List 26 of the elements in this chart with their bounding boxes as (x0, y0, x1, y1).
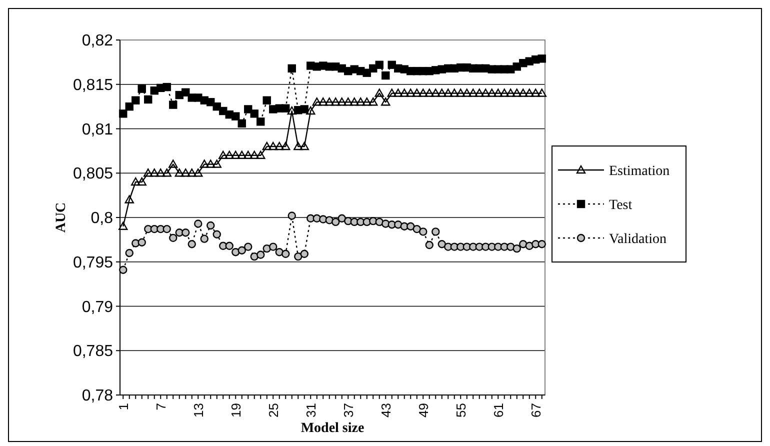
y-tick-label: 0,82 (82, 32, 114, 50)
y-tick-label: 0,785 (72, 343, 114, 360)
legend-label: Estimation (609, 164, 670, 179)
y-tick-label: 0,78 (82, 388, 114, 405)
x-tick-label: 67 (528, 403, 544, 418)
x-tick-label: 49 (416, 403, 432, 418)
legend-label: Validation (609, 232, 667, 247)
x-tick-label: 13 (191, 403, 206, 418)
y-axis-title: AUC (54, 202, 69, 233)
y-tick-label: 0,795 (72, 254, 114, 272)
y-tick-label: 0,815 (72, 76, 114, 94)
x-tick-label: 43 (378, 403, 394, 418)
x-tick-label: 31 (304, 403, 319, 418)
x-tick-label: 37 (341, 403, 356, 418)
x-tick-label: 1 (116, 403, 132, 410)
y-tick-label: 0,805 (72, 166, 114, 183)
x-tick-label: 25 (266, 403, 282, 418)
y-tick-label: 0,8 (90, 210, 114, 228)
y-tick-label: 0,81 (82, 121, 114, 138)
x-tick-label: 19 (228, 403, 244, 418)
y-tick-label: 0,79 (82, 298, 114, 316)
legend-label: Test (609, 198, 632, 213)
x-tick-label: 7 (154, 403, 169, 410)
x-tick-label: 55 (454, 403, 469, 418)
x-axis-title: Model size (300, 421, 364, 436)
x-tick-label: 61 (491, 403, 506, 418)
